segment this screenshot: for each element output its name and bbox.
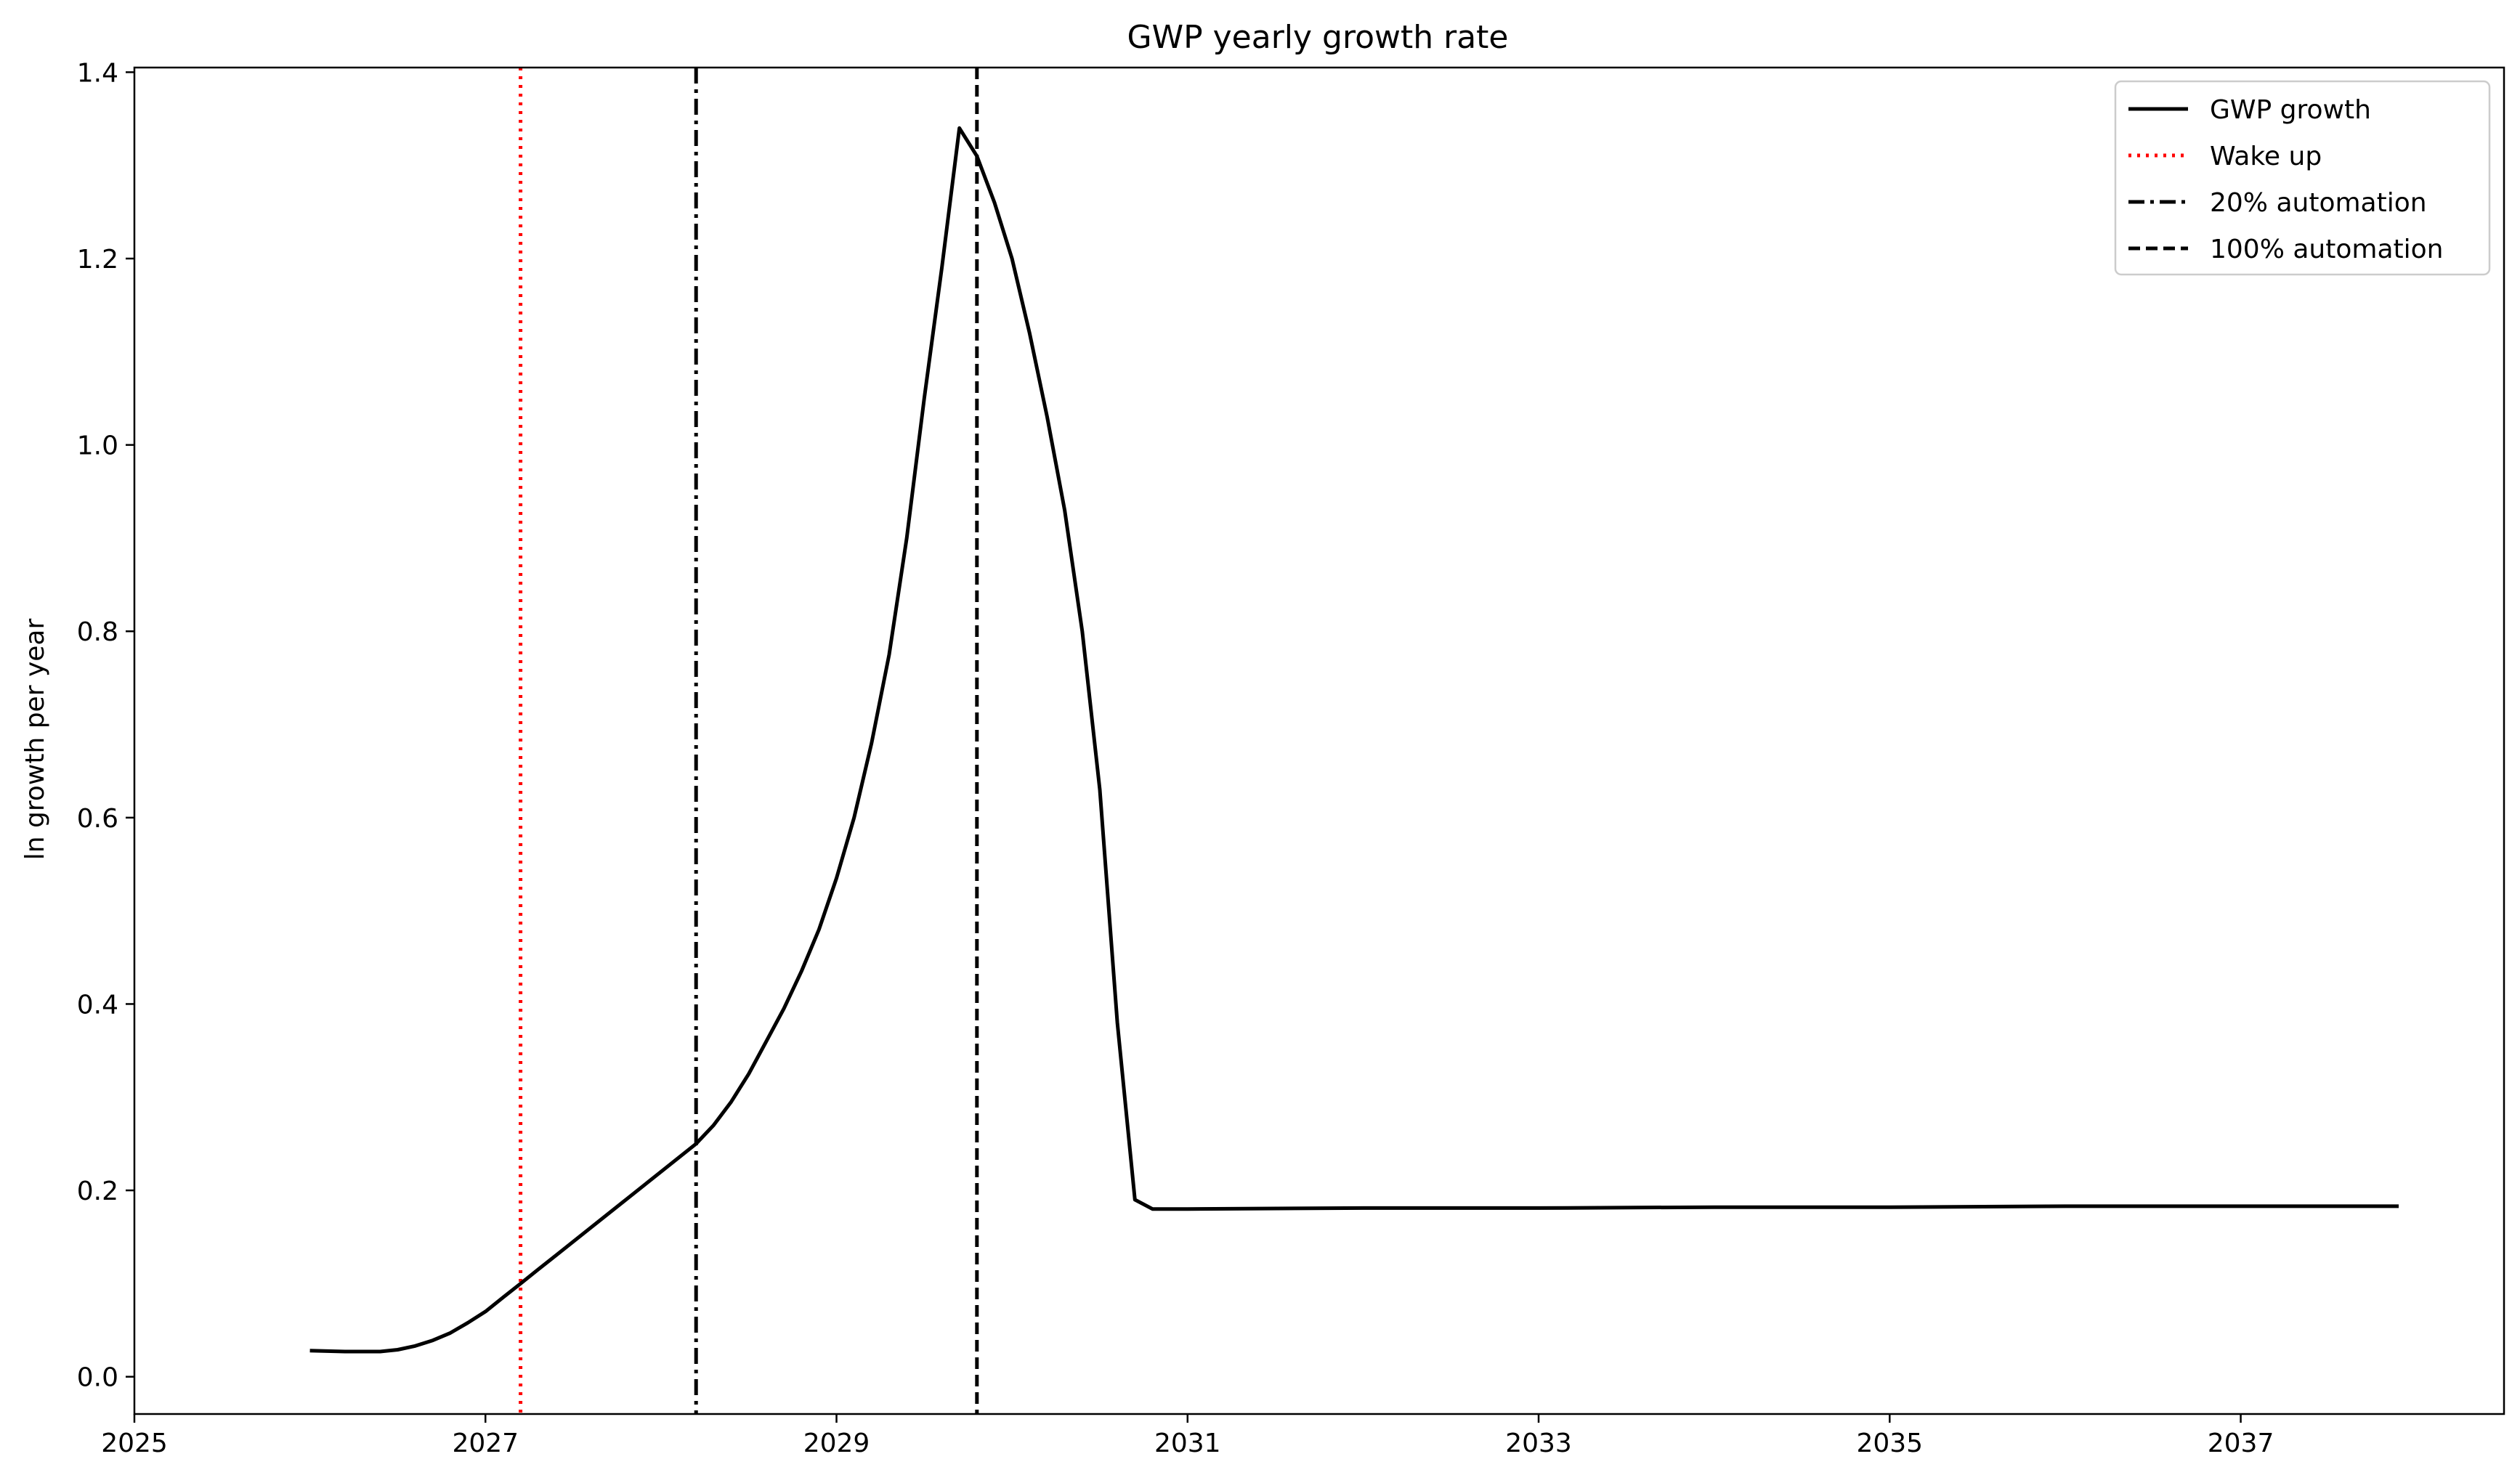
y-tick-label: 0.8 — [77, 617, 118, 647]
x-tick-label: 2037 — [2208, 1429, 2274, 1458]
legend-label-gwp-growth: GWP growth — [2210, 95, 2371, 125]
legend-label-wake-up: Wake up — [2210, 142, 2322, 171]
x-tick-label: 2029 — [803, 1429, 870, 1458]
legend: GWP growth Wake up 20% automation 100% auto… — [2114, 80, 2491, 276]
y-tick-label: 1.4 — [77, 58, 118, 88]
y-tick-label: 0.0 — [77, 1363, 118, 1393]
series-line-gwp-growth — [309, 126, 2399, 1354]
legend-label-20pct-automation: 20% automation — [2210, 188, 2427, 218]
x-tick-label: 2025 — [101, 1429, 168, 1458]
plot-frame — [133, 66, 2505, 1415]
x-tick-label: 2031 — [1154, 1429, 1221, 1458]
y-tick-label: 0.4 — [77, 990, 118, 1020]
chart-title: GWP yearly growth rate — [1127, 19, 1509, 56]
y-axis-label: ln growth per year — [20, 619, 50, 861]
x-tick-label: 2027 — [452, 1429, 519, 1458]
x-tick-label: 2035 — [1856, 1429, 1923, 1458]
y-tick-label: 1.2 — [77, 245, 118, 275]
y-tick-label: 0.2 — [77, 1177, 118, 1206]
x-tick-label: 2033 — [1505, 1429, 1572, 1458]
y-tick-label: 0.6 — [77, 804, 118, 834]
y-tick-label: 1.0 — [77, 431, 118, 461]
plot-area — [309, 68, 2399, 1414]
legend-label-100pct-automation: 100% automation — [2210, 235, 2443, 264]
axis-ticks: 2025 2027 2029 2031 2033 2035 2037 0.0 0.2 0.4 0.6… — [77, 58, 2274, 1458]
legend-box — [2114, 80, 2491, 276]
